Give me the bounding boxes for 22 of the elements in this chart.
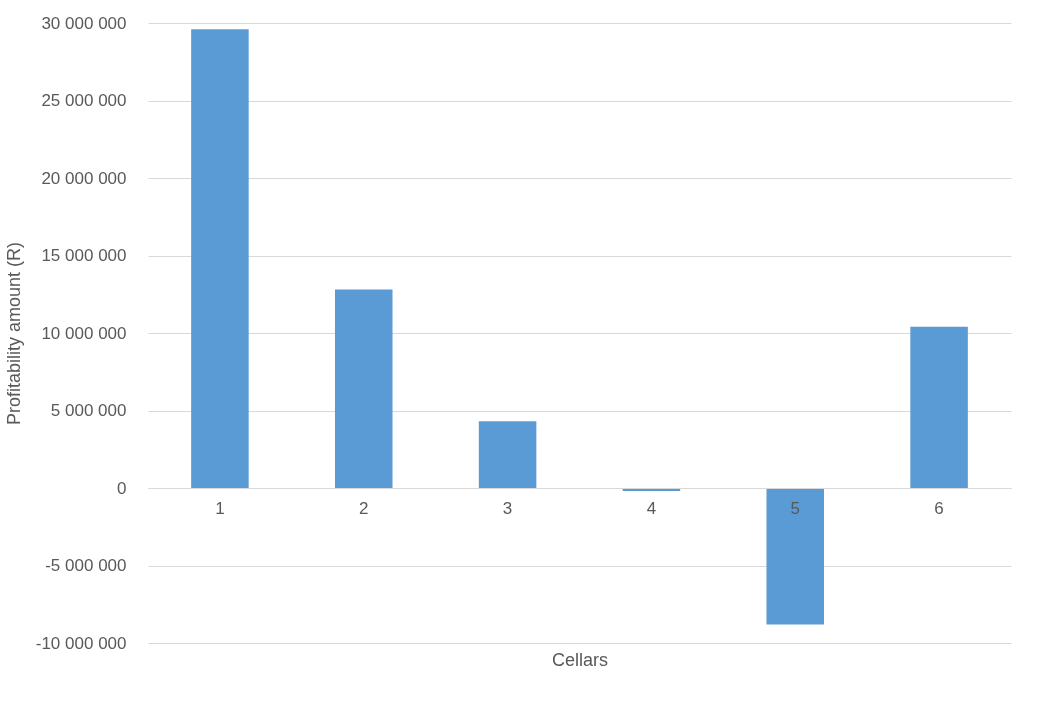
x-tick-label: 2: [359, 498, 369, 518]
bar: [910, 326, 968, 488]
bar: [766, 488, 825, 625]
y-tick-label: 20 000 000: [41, 168, 127, 188]
y-axis-title: Profitability amount (R): [3, 241, 24, 426]
bar: [191, 29, 249, 488]
x-tick-label: 4: [646, 498, 657, 518]
y-tick-label: 15 000 000: [41, 246, 127, 265]
y-tick-label: -5 000 000: [45, 556, 127, 575]
y-tick-label: 25 000 000: [41, 91, 127, 110]
x-tick-label: 1: [215, 498, 225, 518]
bar: [478, 421, 537, 488]
y-tick-label: -10 000 000: [35, 633, 127, 653]
y-tick-label: 30 000 000: [41, 13, 127, 33]
y-tick-label: 0: [117, 478, 127, 498]
y-tick-label: 10 000 000: [41, 323, 127, 343]
x-tick-label: 3: [502, 498, 513, 518]
x-tick-label: 5: [790, 498, 800, 518]
bar: [334, 289, 393, 488]
y-tick-label: 5 000 000: [50, 401, 127, 420]
x-tick-label: 6: [934, 498, 944, 518]
x-axis-title: Cellars: [551, 649, 609, 670]
